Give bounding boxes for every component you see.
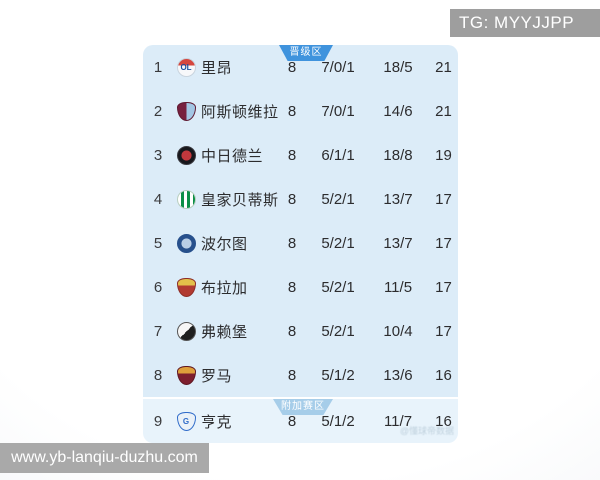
win-draw-loss: 7/0/1 <box>321 102 355 120</box>
table-row: 8 罗马 8 5/1/2 13/6 16 <box>143 353 458 397</box>
matches-played: 8 <box>287 102 297 120</box>
freiburg-crest-icon <box>176 321 196 341</box>
win-draw-loss: 5/2/1 <box>321 190 355 208</box>
team-logo-cell <box>173 233 199 253</box>
team-logo-cell <box>173 189 199 209</box>
team-logo-cell <box>173 365 199 385</box>
real-betis-crest-icon <box>176 189 196 209</box>
midtjylland-crest-icon <box>176 145 196 165</box>
rank-number: 9 <box>153 412 163 430</box>
goals-for-against: 10/4 <box>383 322 413 340</box>
matches-played: 8 <box>287 322 297 340</box>
team-logo-cell <box>173 101 199 121</box>
matches-played: 8 <box>287 366 297 384</box>
braga-crest-icon <box>176 277 196 297</box>
promotion-zone-badge: 晋级区 <box>279 45 333 61</box>
table-row: 7 弗赖堡 8 5/2/1 10/4 17 <box>143 309 458 353</box>
site-watermark: www.yb-lanqiu-duzhu.com <box>0 443 209 473</box>
matches-played: 8 <box>287 234 297 252</box>
points-total: 17 <box>435 234 452 252</box>
win-draw-loss: 6/1/1 <box>321 146 355 164</box>
rank-number: 7 <box>153 322 163 340</box>
standings-table: 1 OL 里昂 8 7/0/1 18/5 21 2 阿斯顿维拉 8 7/0/1 14/6 21 3 中日德兰… <box>143 45 458 443</box>
photo-watermark: @懂球帝数据 <box>399 426 454 436</box>
goals-for-against: 18/8 <box>383 146 413 164</box>
win-draw-loss: 5/1/2 <box>321 366 355 384</box>
team-logo-cell: G <box>173 411 199 431</box>
rank-number: 6 <box>153 278 163 296</box>
win-draw-loss: 5/2/1 <box>321 322 355 340</box>
goals-for-against: 13/6 <box>383 366 413 384</box>
goals-for-against: 13/7 <box>383 190 413 208</box>
goals-for-against: 14/6 <box>383 102 413 120</box>
points-total: 17 <box>435 190 452 208</box>
porto-crest-icon <box>176 233 196 253</box>
team-logo-cell <box>173 145 199 165</box>
team-logo-cell <box>173 321 199 341</box>
standings-rows: 1 OL 里昂 8 7/0/1 18/5 21 2 阿斯顿维拉 8 7/0/1 14/6 21 3 中日德兰… <box>143 45 458 443</box>
points-total: 19 <box>435 146 452 164</box>
genk-crest-icon: G <box>176 411 196 431</box>
goals-for-against: 13/7 <box>383 234 413 252</box>
team-name: 波尔图 <box>201 235 248 253</box>
rank-number: 4 <box>153 190 163 208</box>
playoff-zone-badge: 附加赛区 <box>273 399 333 415</box>
goals-for-against: 11/7 <box>383 412 413 430</box>
table-row: 4 皇家贝蒂斯 8 5/2/1 13/7 17 <box>143 177 458 221</box>
points-total: 17 <box>435 322 452 340</box>
table-row: 2 阿斯顿维拉 8 7/0/1 14/6 21 <box>143 89 458 133</box>
goals-for-against: 11/5 <box>383 278 413 296</box>
team-logo-cell: OL <box>173 57 199 77</box>
matches-played: 8 <box>287 58 297 76</box>
points-total: 16 <box>435 412 452 430</box>
team-name: 阿斯顿维拉 <box>201 103 279 121</box>
points-total: 21 <box>435 102 452 120</box>
matches-played: 8 <box>287 190 297 208</box>
tg-contact-banner: TG: MYYJJPP <box>450 9 600 37</box>
matches-played: 8 <box>287 278 297 296</box>
table-row: 3 中日德兰 8 6/1/1 18/8 19 <box>143 133 458 177</box>
win-draw-loss: 5/1/2 <box>321 412 355 430</box>
rank-number: 5 <box>153 234 163 252</box>
team-name: 里昂 <box>201 59 233 77</box>
points-total: 21 <box>435 58 452 76</box>
points-total: 17 <box>435 278 452 296</box>
team-name: 皇家贝蒂斯 <box>201 191 279 209</box>
team-logo-cell <box>173 277 199 297</box>
lyon-crest-icon: OL <box>176 57 196 77</box>
goals-for-against: 18/5 <box>383 58 413 76</box>
team-name: 中日德兰 <box>201 147 264 165</box>
team-name: 弗赖堡 <box>201 323 248 341</box>
team-name: 亨克 <box>201 413 233 431</box>
points-total: 16 <box>435 366 452 384</box>
aston-villa-crest-icon <box>176 101 196 121</box>
rank-number: 1 <box>153 58 163 76</box>
win-draw-loss: 7/0/1 <box>321 58 355 76</box>
table-row: 6 布拉加 8 5/2/1 11/5 17 <box>143 265 458 309</box>
team-name: 罗马 <box>201 367 233 385</box>
win-draw-loss: 5/2/1 <box>321 278 355 296</box>
matches-played: 8 <box>287 146 297 164</box>
roma-crest-icon <box>176 365 196 385</box>
matches-played: 8 <box>287 412 297 430</box>
rank-number: 2 <box>153 102 163 120</box>
rank-number: 8 <box>153 366 163 384</box>
win-draw-loss: 5/2/1 <box>321 234 355 252</box>
table-row: 5 波尔图 8 5/2/1 13/7 17 <box>143 221 458 265</box>
team-name: 布拉加 <box>201 279 248 297</box>
rank-number: 3 <box>153 146 163 164</box>
